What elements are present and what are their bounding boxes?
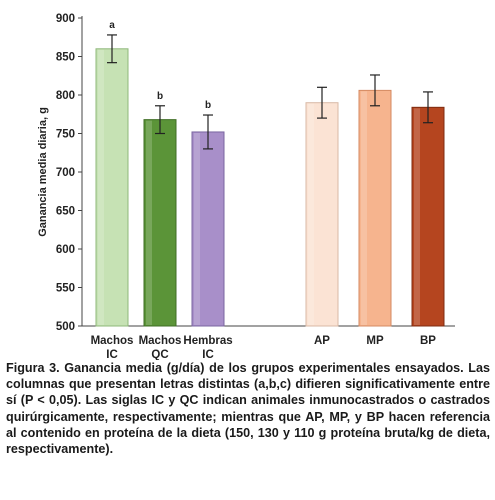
bar-mp [358,89,392,327]
x-tick-label-machos-qc-0: Machos [139,335,182,347]
bar-highlight-hembras-ic [194,132,200,325]
bar-bp [411,106,445,327]
y-tick-label-500: 500 [56,321,75,333]
chart-canvas: 500 550 600 650 700 750 800 850 900 Ganancia medi… [37,13,455,360]
bar-chart: 500 550 600 650 700 750 800 850 900 Ganancia medi… [37,13,455,360]
significance-label-machos-ic: a [109,20,115,31]
figure-caption: Figura 3. Ganancia media (g/día) de los … [6,361,490,457]
bar-highlight-bp [414,108,420,325]
bar-machos-qc [143,119,177,327]
y-axis-title: Ganancia media diaria, g [37,107,49,237]
bar-highlight-mp [361,91,367,325]
bar-hembras-ic [191,131,225,327]
x-tick-label-hembras-ic-1: IC [202,349,214,360]
x-tick-label-bp-0: BP [420,335,436,347]
y-tick-label-700: 700 [56,167,75,179]
x-tick-label-machos-ic-1: IC [106,349,118,360]
x-tick-label-mp-0: MP [366,335,384,347]
bar-highlight-machos-ic [98,49,104,326]
y-tick-label-900: 900 [56,13,75,25]
significance-label-hembras-ic: b [205,100,211,111]
significance-label-machos-qc: b [157,91,163,102]
x-tick-label-hembras-ic-0: Hembras [183,335,232,347]
bar-highlight-ap [308,103,314,325]
x-tick-label-machos-ic-0: Machos [91,335,134,347]
bar-highlight-machos-qc [146,120,152,325]
y-tick-label-550: 550 [56,283,75,295]
y-tick-label-850: 850 [56,52,75,64]
y-tick-label-800: 800 [56,90,75,102]
y-tick-label-750: 750 [56,129,75,141]
bar-machos-ic [95,48,129,327]
y-tick-label-600: 600 [56,244,75,256]
x-tick-label-ap-0: AP [314,335,330,347]
y-tick-label-650: 650 [56,206,75,218]
x-tick-label-machos-qc-1: QC [151,349,168,360]
bar-ap [305,102,339,327]
